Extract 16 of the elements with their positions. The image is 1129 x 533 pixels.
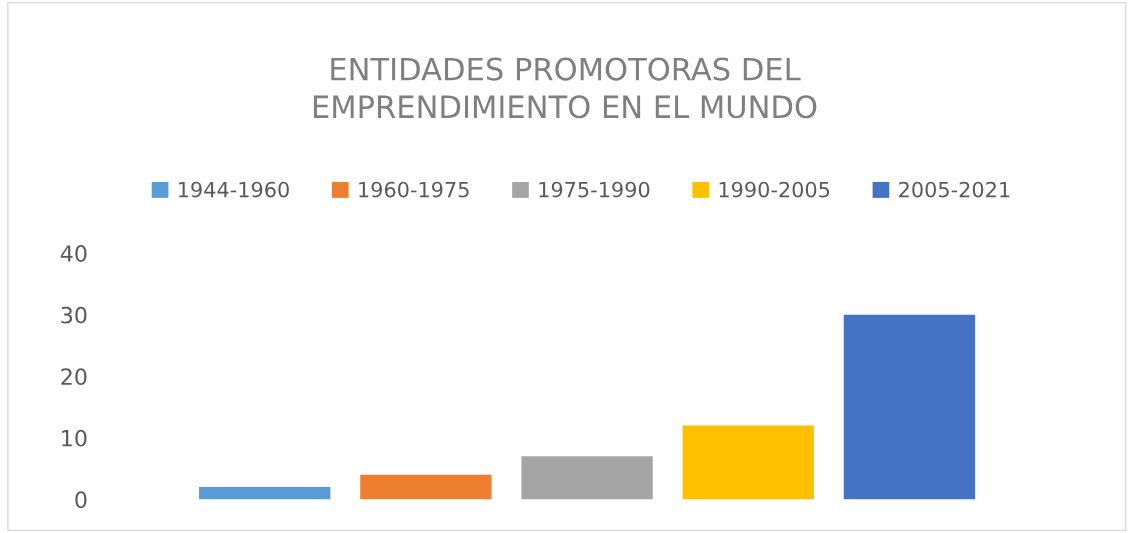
legend-label: 1975-1990 [539, 181, 650, 198]
legend-label: 2005-2021 [899, 181, 1010, 198]
bar [682, 425, 814, 500]
legend-label: 1960-1975 [359, 181, 469, 198]
y-tick-label: 30 [61, 306, 87, 324]
legend-label: 1944-1960 [179, 181, 289, 198]
y-tick-label: 10 [62, 429, 87, 447]
chart-title: ENTIDADES PROMOTORAS DEL EMPRENDIMIENTO EN EL MUNDO [313, 57, 817, 119]
legend-label: 1990-2005 [719, 181, 830, 198]
bar [360, 474, 492, 500]
y-tick-label: 0 [75, 491, 87, 509]
y-tick-label: 40 [60, 245, 87, 262]
bar [843, 314, 976, 500]
bar [521, 456, 653, 500]
bar [199, 487, 331, 500]
y-tick-label: 20 [61, 368, 87, 386]
